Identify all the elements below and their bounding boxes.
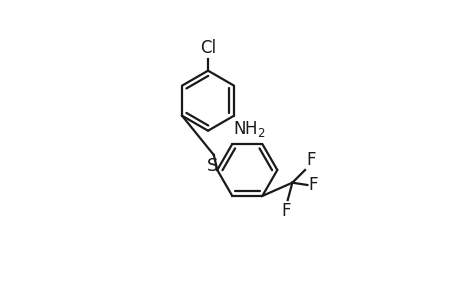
Text: S: S <box>207 157 218 175</box>
Text: F: F <box>308 176 317 194</box>
Text: F: F <box>306 151 315 169</box>
Text: F: F <box>281 202 291 220</box>
Text: NH$_2$: NH$_2$ <box>233 119 266 140</box>
Text: Cl: Cl <box>200 39 216 57</box>
